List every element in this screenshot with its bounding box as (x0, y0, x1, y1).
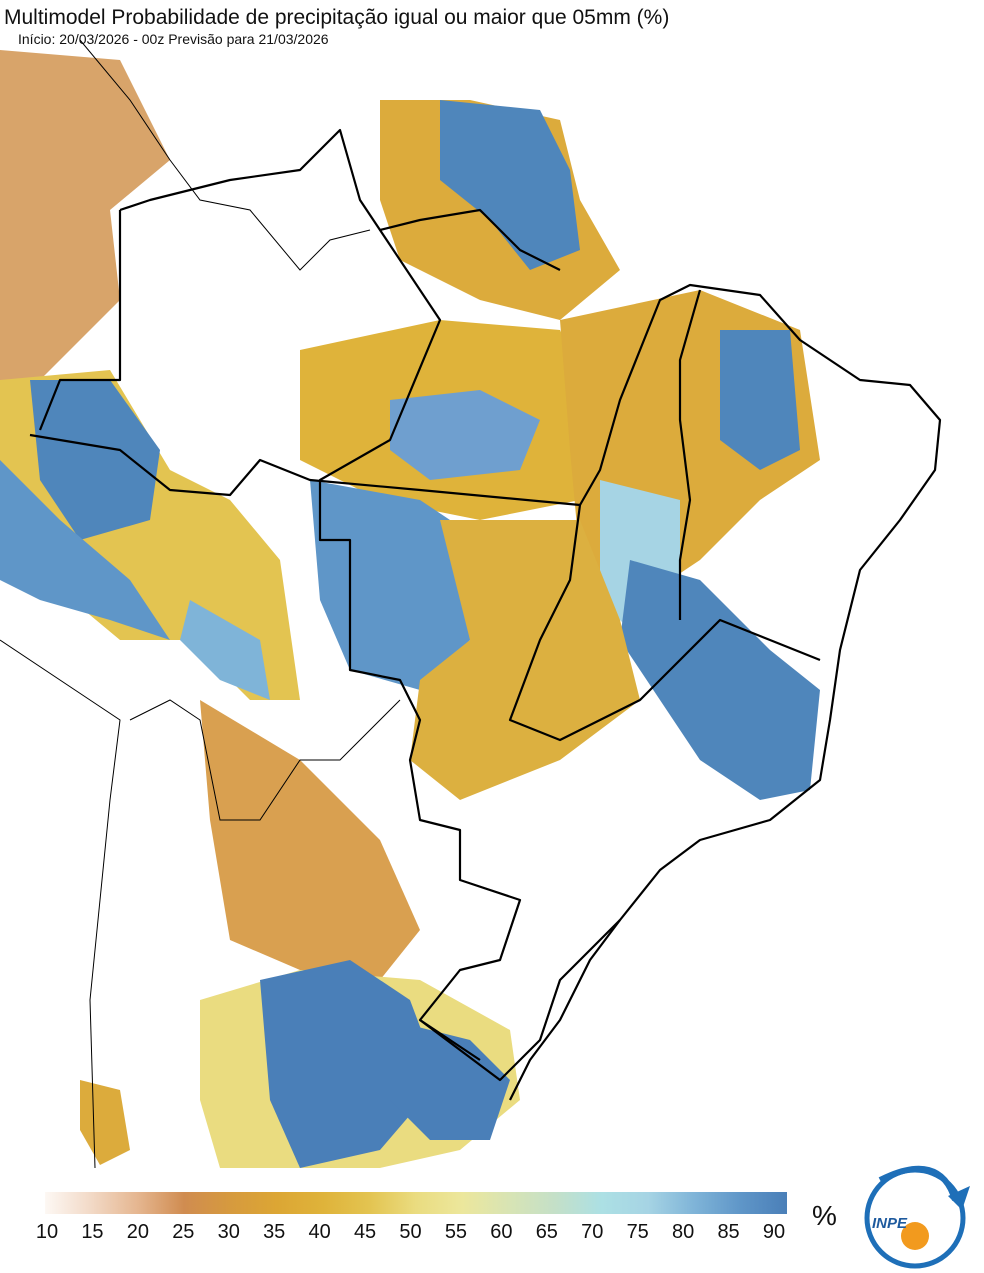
subtitle: Início: 20/03/2026 - 00z Previsão para 2… (18, 31, 329, 47)
colorbar-tick-label: 90 (763, 1221, 785, 1243)
colorbar-tick-label: 45 (354, 1221, 376, 1243)
title: Multimodel Probabilidade de precipitação… (4, 6, 669, 29)
colorbar-tick-label: 30 (218, 1221, 240, 1243)
colorbar (45, 1192, 787, 1214)
colorbar-tick-label: 75 (627, 1221, 649, 1243)
colorbar-tick-label: 50 (399, 1221, 421, 1243)
colorbar-tick-label: 20 (127, 1221, 149, 1243)
colorbar-tick-label: 55 (445, 1221, 467, 1243)
colorbar-tick-label: 40 (309, 1221, 331, 1243)
map (0, 39, 942, 1169)
colorbar-tick-label: 25 (172, 1221, 194, 1243)
colorbar-tick-label: 60 (490, 1221, 512, 1243)
logo-text: INPE (872, 1215, 908, 1232)
colorbar-tick-label: 35 (263, 1221, 285, 1243)
logo: INPE (864, 1165, 970, 1269)
colorbar-tick-label: 85 (717, 1221, 739, 1243)
colorbar-tick-label: 65 (536, 1221, 558, 1243)
colorbar-tick-label: 15 (81, 1221, 103, 1243)
colorbar-tick-label: 10 (36, 1221, 58, 1243)
colorbar-tick-label: 80 (672, 1221, 694, 1243)
colorbar-unit: % (812, 1200, 837, 1231)
colorbar-tick-label: 70 (581, 1221, 603, 1243)
